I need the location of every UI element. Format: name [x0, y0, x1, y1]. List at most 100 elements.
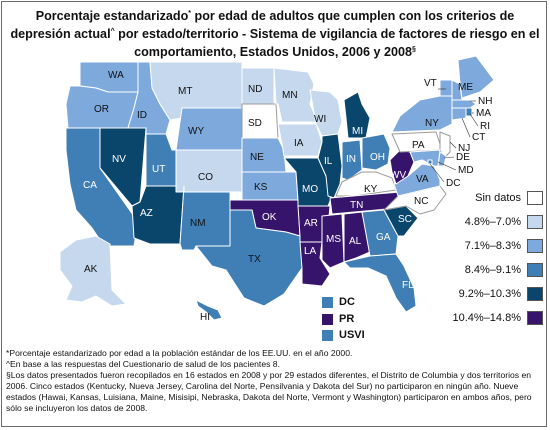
state-label-wa: WA [108, 70, 124, 81]
state-label-me: ME [458, 82, 473, 93]
state-ks [241, 171, 299, 201]
state-label-ct: CT [472, 132, 485, 143]
state-ny [391, 95, 453, 133]
state-label-ut: UT [152, 164, 165, 175]
state-label-nc: NC [414, 196, 428, 207]
state-label-or: OR [94, 104, 109, 115]
state-label-ne: NE [250, 152, 264, 163]
state-tx [195, 209, 303, 307]
state-label-nm: NM [190, 218, 206, 229]
state-label-la: LA [304, 246, 317, 257]
state-nc [383, 185, 447, 215]
state-nj [439, 131, 451, 159]
state-label-va: VA [416, 174, 429, 185]
state-co [175, 149, 243, 193]
state-label-fl: FL [402, 280, 414, 291]
legend-item: 9.2%–10.3% [423, 287, 543, 303]
state-label-md: MD [458, 165, 474, 176]
state-label-tn: TN [350, 200, 363, 211]
state-fl [343, 253, 417, 313]
state-label-ok: OK [262, 212, 277, 223]
state-label-oh: OH [370, 152, 385, 163]
footnote: §Los datos presentados fueron recopilado… [6, 370, 532, 413]
state-label-hi: HI [200, 312, 210, 323]
legend-swatch [527, 311, 543, 325]
state-al [343, 211, 371, 263]
state-label-mn: MN [282, 90, 298, 101]
state-label-ga: GA [376, 232, 391, 243]
state-label-pa: PA [412, 140, 425, 151]
state-hi [195, 299, 223, 321]
state-label-ar: AR [304, 218, 318, 229]
state-label-wi: WI [314, 114, 326, 125]
state-oh [361, 133, 391, 171]
state-me [457, 55, 495, 99]
territory-usvi-label: USVI [339, 329, 365, 341]
state-label-ks: KS [254, 182, 268, 193]
state-ma [451, 99, 477, 109]
state-label-wv: WV [390, 170, 406, 181]
state-wi [309, 89, 343, 137]
state-label-sc: SC [398, 214, 412, 225]
state-label-wy: WY [188, 126, 204, 137]
state-mi [343, 91, 371, 139]
territory-dc-label: DC [339, 296, 355, 308]
territory-usvi-swatch [322, 330, 333, 341]
state-label-tx: TX [248, 254, 261, 265]
legend-swatch [527, 287, 543, 301]
state-label-il: IL [324, 156, 333, 167]
territory-pr-swatch [322, 314, 333, 325]
legend-item: 7.1%–8.3% [423, 239, 543, 255]
state-label-ny: NY [425, 118, 439, 129]
state-ms [321, 213, 345, 269]
state-label-az: AZ [140, 208, 153, 219]
state-ga [361, 209, 399, 257]
state-ut [145, 133, 177, 187]
state-label-ri: RI [480, 121, 490, 132]
state-label-co: CO [198, 172, 213, 183]
state-ne [241, 137, 287, 173]
territory-dc-swatch [322, 297, 333, 308]
legend-swatch [527, 263, 543, 277]
state-label-ia: IA [294, 138, 304, 149]
state-label-vt: VT [424, 78, 437, 89]
legend-item: Sin datos [423, 191, 543, 207]
legend-swatch [527, 215, 543, 229]
state-label-ca: CA [83, 180, 97, 191]
state-md [409, 149, 441, 167]
state-dc [427, 159, 433, 165]
state-label-id: ID [137, 110, 147, 121]
legend-swatch [527, 191, 543, 205]
state-label-mt: MT [178, 86, 192, 97]
state-label-dc: DC [446, 178, 460, 189]
territory-pr-label: PR [339, 313, 355, 325]
state-label-mi: MI [352, 126, 363, 137]
map-title: Porcentaje estandarizado* por edad de ad… [10, 9, 540, 60]
state-label-ma: MA [476, 108, 491, 119]
legend-item: 8.4%–9.1% [423, 263, 543, 279]
legend-swatch [527, 239, 543, 253]
state-label-nj: NJ [458, 143, 470, 154]
state-label-nv: NV [112, 154, 126, 165]
state-ri [465, 107, 473, 117]
legend-item: 4.8%–7.0% [423, 215, 543, 231]
state-wy [175, 107, 243, 151]
footnote: *Porcentaje estandarizado por edad a la … [6, 348, 353, 358]
state-vt [439, 79, 453, 97]
state-label-ms: MS [326, 234, 341, 245]
state-label-ky: KY [364, 184, 378, 195]
footnotes: *Porcentaje estandarizado por edad a la … [6, 348, 544, 414]
state-label-ak: AK [84, 264, 98, 275]
legend-item: 10.4%–14.8% [423, 311, 543, 327]
state-ct [451, 107, 467, 121]
state-ak [59, 235, 127, 307]
state-label-nd: ND [248, 84, 262, 95]
state-label-al: AL [349, 236, 362, 247]
state-il [317, 133, 343, 199]
state-label-de: DE [456, 152, 470, 163]
state-label-nh: NH [478, 96, 492, 107]
state-label-mo: MO [302, 184, 318, 195]
footnote: ^En base a las respuestas del Cuestionar… [6, 359, 280, 369]
